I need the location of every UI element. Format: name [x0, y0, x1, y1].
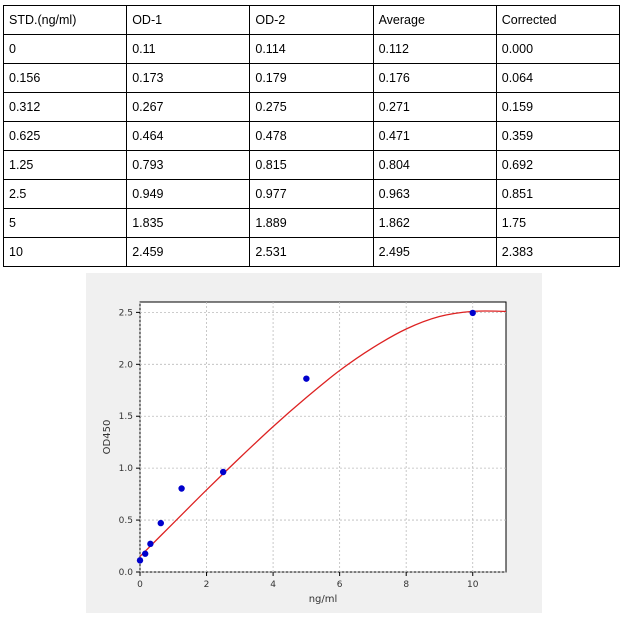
- table-cell: 2.495: [372, 237, 497, 267]
- table-cell: 0.464: [126, 121, 251, 151]
- y-axis-title: OD450: [102, 420, 113, 455]
- table-cell: 0.275: [249, 92, 374, 122]
- table-cell: 0.156: [2, 63, 128, 93]
- table-cell: 2.459: [126, 237, 251, 267]
- header-od1: OD-1: [126, 5, 251, 35]
- table-row: 1.25 0.793 0.815 0.804 0.692: [2, 150, 621, 180]
- table-cell: 0.11: [126, 34, 251, 64]
- table-cell: 0.815: [249, 150, 374, 180]
- header-od2: OD-2: [249, 5, 374, 35]
- data-point: [219, 468, 227, 476]
- data-point: [303, 375, 310, 382]
- table-cell: 1.835: [126, 208, 251, 238]
- fit-curve: [139, 310, 507, 557]
- header-average: Average: [372, 5, 497, 35]
- table-cell: 2.5: [2, 179, 128, 209]
- table-cell: 0.804: [372, 150, 497, 180]
- table-cell: 1.75: [495, 208, 621, 238]
- table-row: 2.5 0.949 0.977 0.963 0.851: [2, 179, 621, 209]
- standards-table: STD.(ng/ml) OD-1 OD-2 Average Corrected …: [2, 5, 621, 267]
- y-tick-label: 0.5: [119, 516, 133, 526]
- table-cell: 5: [2, 208, 128, 238]
- table-cell: 0.312: [2, 92, 128, 122]
- x-tick-label: 10: [467, 580, 479, 590]
- data-point: [147, 540, 154, 548]
- header-std: STD.(ng/ml): [2, 5, 128, 35]
- table-cell: 2.531: [249, 237, 374, 267]
- table-cell: 0.114: [249, 34, 374, 64]
- table-cell: 0.692: [495, 150, 621, 180]
- grid-lines: [139, 302, 506, 573]
- standard-curve-chart: 0 2 4 6 8 10 0.0 0.5 1.0 1.5 2.0 2.5 ng/ml OD450: [102, 301, 507, 605]
- table-cell: 1.862: [372, 208, 497, 238]
- data-point: [157, 519, 164, 527]
- table-cell: 0.159: [495, 92, 621, 122]
- table-cell: 0.271: [372, 92, 497, 122]
- plot-area: [139, 301, 507, 573]
- table-cell: 0.963: [372, 179, 497, 209]
- data-point: [141, 550, 149, 557]
- table-cell: 0.625: [2, 121, 128, 151]
- data-points: [136, 309, 476, 564]
- data-point: [136, 557, 144, 564]
- table-cell: 0.471: [372, 121, 497, 151]
- table-cell: 10: [2, 237, 128, 267]
- table-cell: 0.267: [126, 92, 251, 122]
- data-point: [178, 485, 185, 492]
- table-cell: 2.383: [495, 237, 621, 267]
- header-corrected: Corrected: [495, 5, 621, 35]
- table-cell: 0.851: [495, 179, 621, 209]
- table-cell: 1.25: [2, 150, 128, 180]
- x-tick-label: 4: [270, 580, 276, 590]
- axis-ticks: 0 2 4 6 8 10 0.0 0.5 1.0 1.5 2.0 2.5: [119, 308, 479, 590]
- table-cell: 0.176: [372, 63, 497, 93]
- table-cell: 0.064: [495, 63, 621, 93]
- y-tick-label: 0.0: [119, 568, 134, 578]
- table-cell: 0.949: [126, 179, 251, 209]
- table-cell: 0.977: [249, 179, 374, 209]
- table-row: 10 2.459 2.531 2.495 2.383: [2, 237, 621, 267]
- x-tick-label: 6: [337, 580, 343, 590]
- table-cell: 0.000: [495, 34, 621, 64]
- y-tick-label: 1.0: [119, 464, 134, 474]
- table-header-row: STD.(ng/ml) OD-1 OD-2 Average Corrected: [2, 5, 621, 35]
- table-row: 0.625 0.464 0.478 0.471 0.359: [2, 121, 621, 151]
- table-cell: 0.179: [249, 63, 374, 93]
- table-cell: 0.478: [249, 121, 374, 151]
- x-axis-title: ng/ml: [309, 594, 338, 605]
- table-row: 5 1.835 1.889 1.862 1.75: [2, 208, 621, 238]
- table-cell: 1.889: [249, 208, 374, 238]
- x-tick-label: 2: [204, 580, 210, 590]
- y-tick-label: 2.0: [119, 360, 134, 370]
- table-row: 0 0.11 0.114 0.112 0.000: [2, 34, 621, 64]
- table-body: 0 0.11 0.114 0.112 0.000 0.156 0.173 0.179 0.176…: [2, 34, 621, 267]
- table-cell: 0.359: [495, 121, 621, 151]
- table-row: 0.156 0.173 0.179 0.176 0.064: [2, 63, 621, 93]
- x-tick-label: 8: [403, 580, 409, 590]
- y-tick-label: 1.5: [119, 412, 133, 422]
- table-cell: 0.793: [126, 150, 251, 180]
- table-cell: 0.173: [126, 63, 251, 93]
- y-tick-label: 2.5: [119, 308, 133, 318]
- x-tick-label: 0: [137, 580, 143, 590]
- table-row: 0.312 0.267 0.275 0.271 0.159: [2, 92, 621, 122]
- data-point: [469, 309, 476, 317]
- table-cell: 0: [2, 34, 128, 64]
- table-cell: 0.112: [372, 34, 497, 64]
